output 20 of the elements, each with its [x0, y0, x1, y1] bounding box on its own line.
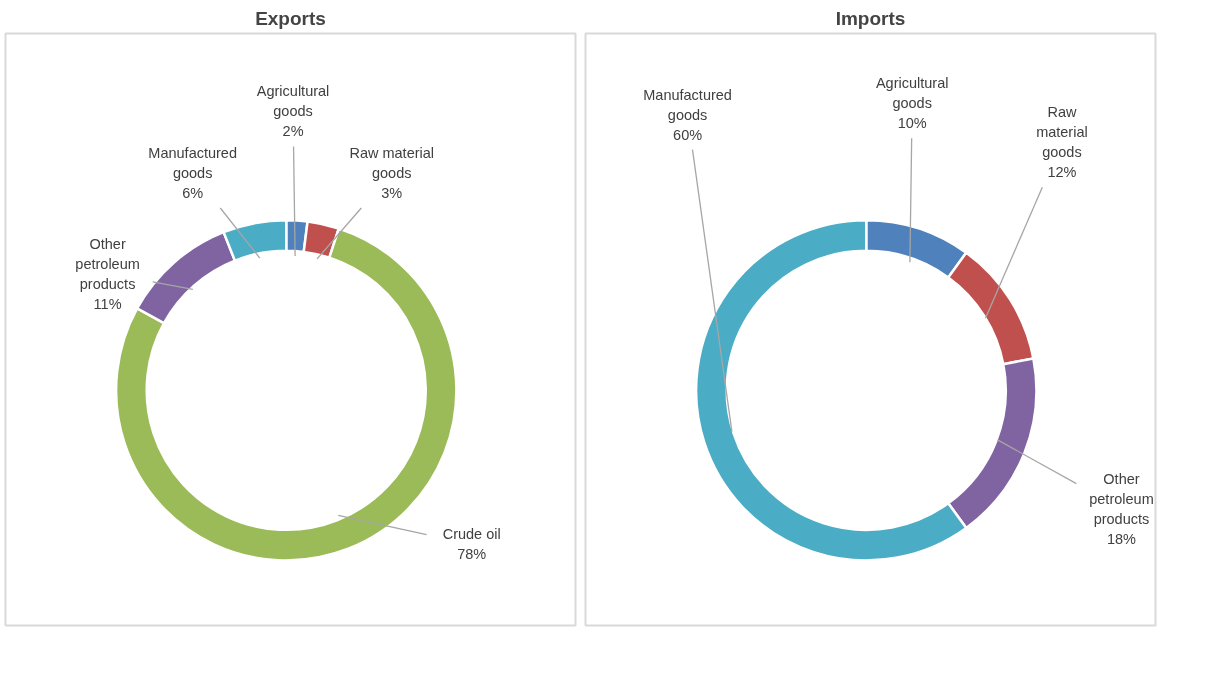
data-label: 78%	[457, 546, 487, 563]
slice-label: Raw material goods	[349, 144, 435, 181]
data-label: 10%	[897, 115, 927, 132]
slice-label: Agricultural goods	[256, 83, 330, 120]
data-label: 3%	[381, 184, 403, 201]
slice-label: Manufactured goods	[148, 144, 237, 181]
chart-title: Exports	[255, 7, 326, 29]
data-label: 12%	[1047, 164, 1077, 181]
data-label: 2%	[282, 123, 304, 140]
data-label: 11%	[93, 295, 122, 312]
data-label: 60%	[673, 126, 703, 143]
slice-label: Manufactured goods	[643, 86, 732, 123]
slice-label: Agricultural goods	[875, 75, 949, 112]
data-label: 6%	[182, 184, 204, 201]
slice-label: Other petroleum products	[75, 235, 140, 292]
data-label: 18%	[1106, 530, 1137, 547]
chart-title: Imports	[835, 7, 906, 29]
slice-label: Crude oil	[442, 526, 501, 543]
slice-label: Raw material goods	[1036, 104, 1088, 161]
slice-label: Other petroleum products	[1089, 470, 1154, 527]
